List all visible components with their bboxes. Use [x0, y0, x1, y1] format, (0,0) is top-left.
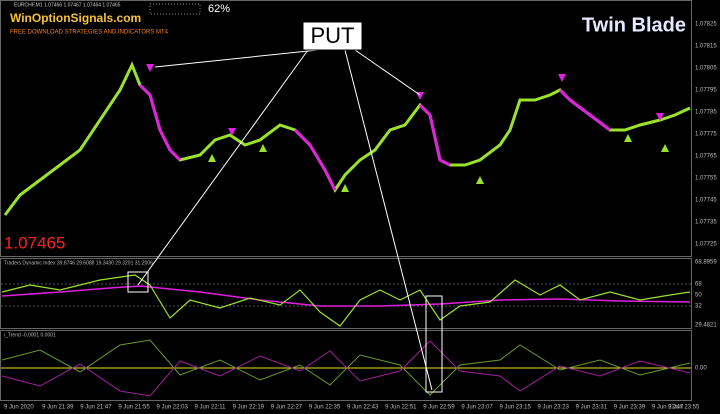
time-label: 9 Jun 22:27	[271, 405, 303, 411]
tdi-axis-label: 68.8959	[695, 260, 717, 266]
time-label: 9 Jun 21:55	[118, 405, 150, 411]
time-label: 9 Jun 21:47	[80, 405, 112, 411]
time-label: 9 Jun 23:23	[538, 405, 570, 411]
time-label: 9 Jun 2020	[4, 405, 34, 411]
price-axis-label: 1.07815	[695, 44, 717, 50]
price-axis-label: 1.07805	[695, 66, 717, 72]
tdi-axis-label: 29.4821	[695, 323, 717, 329]
progress	[149, 3, 201, 15]
price-axis-label: 1.07785	[695, 110, 717, 116]
down-segment	[293, 128, 337, 191]
tdi-rsi	[1, 274, 691, 327]
price-axis-label: 1.07745	[695, 198, 717, 204]
time-label: 9 Jun 22:35	[309, 405, 341, 411]
time-label: 9 Jun 23:07	[461, 405, 493, 411]
time-label: 9 Jun 23:39	[614, 405, 646, 411]
tdi-signal	[1, 285, 691, 307]
trend-line	[1, 339, 691, 396]
put-box	[302, 21, 363, 51]
time-label: 9 Jun 23:31	[576, 405, 608, 411]
price-axis-label: 1.07775	[695, 132, 717, 138]
tdi-title: Traders Dynamic Index 39.8746 29.6088 19…	[4, 260, 153, 266]
tagline: FREE DOWNLOAD STRATEGIES AND INDICATORS …	[10, 30, 169, 36]
down-segment	[418, 103, 451, 167]
price-axis-label: 1.07735	[695, 220, 717, 226]
time-label: 9 Jun 23:55	[668, 405, 700, 411]
buy-arrows	[208, 134, 669, 192]
price-axis-label: 1.07725	[695, 242, 717, 248]
brand: Twin Blade	[582, 14, 686, 36]
time-label: 9 Jun 22:43	[347, 405, 379, 411]
trend-axis-label: 0.00	[695, 366, 707, 372]
trend-panel	[0, 330, 692, 401]
time-label: 9 Jun 22:11	[195, 405, 227, 411]
price-line	[3, 61, 691, 216]
price-axis-label: 1.07795	[695, 88, 717, 94]
time-label: 9 Jun 23:47	[652, 405, 684, 411]
put-label: PUT	[311, 23, 355, 48]
time-label: 9 Jun 22:51	[385, 405, 417, 411]
tdi-panel	[0, 258, 692, 329]
annotation-lines	[127, 49, 443, 393]
tdi-axis-label: 32	[695, 304, 702, 310]
trend-line	[1, 340, 691, 397]
percent: 62%	[208, 3, 230, 15]
time-label: 9 Jun 22:19	[233, 405, 265, 411]
time-label: 9 Jun 22:59	[423, 405, 455, 411]
symbol-info: EURCHF,M1 1.07466 1.07467 1.07464 1.0746…	[14, 2, 121, 8]
down-segment	[558, 88, 611, 132]
site-name: WinOptionSignals.com	[10, 11, 141, 25]
down-segment	[138, 83, 182, 162]
time-label: 9 Jun 23:15	[499, 405, 531, 411]
tdi-axis-label: 68	[695, 282, 702, 288]
price-axis-label: 1.07765	[695, 154, 717, 160]
tdi-axis-label: 50	[695, 293, 702, 299]
current-price: 1.07465	[4, 233, 65, 252]
price-axis-label: 1.07825	[695, 22, 717, 28]
time-label: 9 Jun 22:03	[156, 405, 188, 411]
time-label: 9 Jun 21:39	[42, 405, 74, 411]
main-panel	[0, 0, 692, 257]
price-axis-label: 1.07755	[695, 176, 717, 182]
trend-title: i_Trend -0.0001 0.0001	[4, 332, 56, 338]
